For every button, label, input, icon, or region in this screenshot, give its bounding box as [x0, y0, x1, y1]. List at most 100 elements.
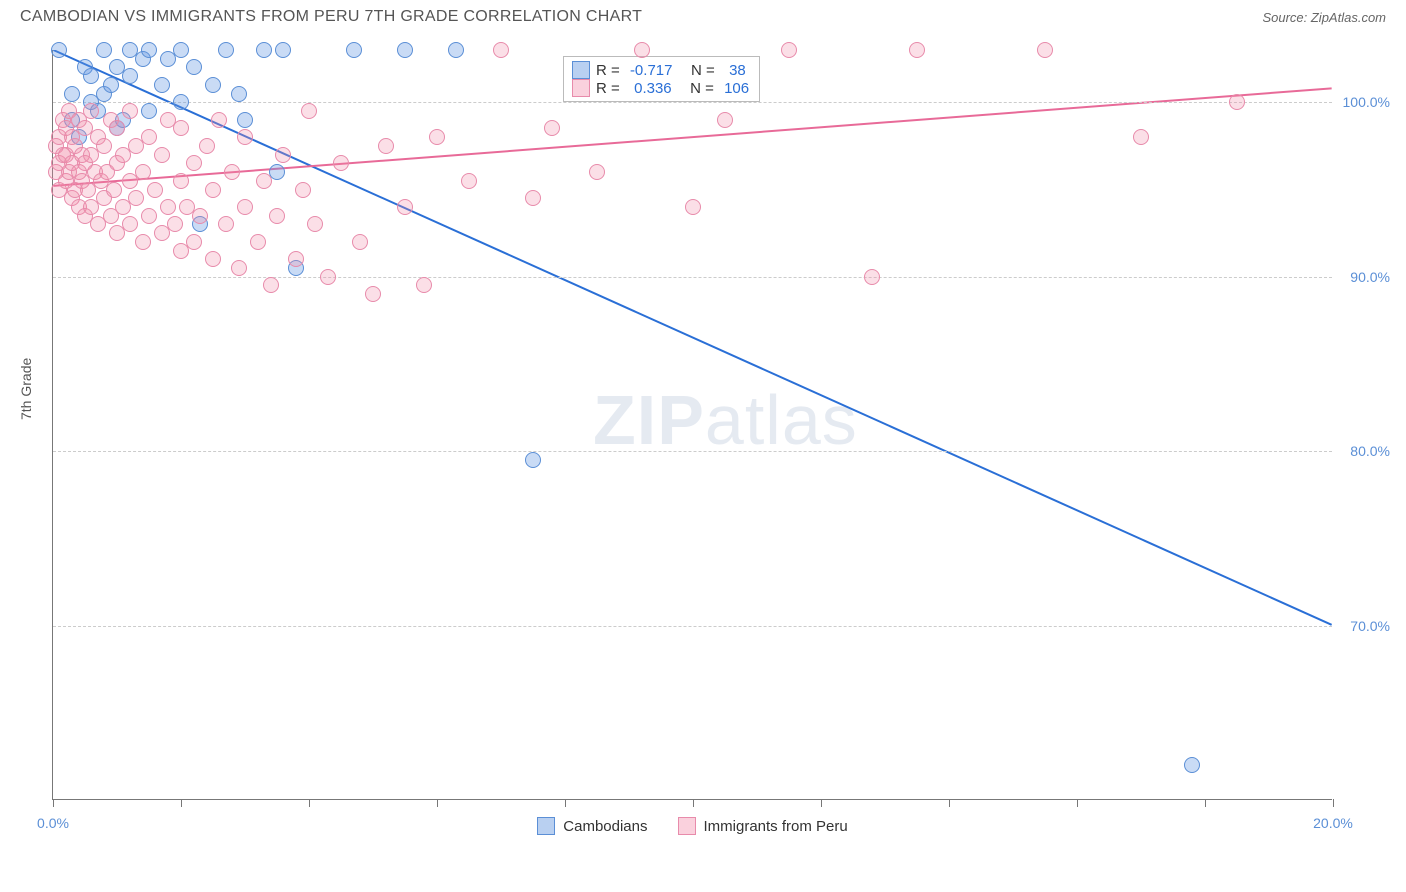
gridline [53, 451, 1332, 452]
r-value-pink: 0.336 [634, 80, 672, 97]
data-point [269, 208, 285, 224]
data-point [205, 182, 221, 198]
data-point [218, 42, 234, 58]
data-point [135, 164, 151, 180]
x-tick [565, 799, 566, 807]
data-point [1184, 757, 1200, 773]
x-tick [309, 799, 310, 807]
data-point [365, 286, 381, 302]
data-point [218, 216, 234, 232]
n-value-blue: 38 [729, 62, 746, 79]
x-tick-label: 0.0% [37, 815, 69, 831]
x-tick [437, 799, 438, 807]
data-point [544, 120, 560, 136]
data-point [173, 120, 189, 136]
r-value-blue: -0.717 [630, 62, 673, 79]
source-attribution: Source: ZipAtlas.com [1262, 10, 1386, 25]
data-point [1229, 94, 1245, 110]
data-point [147, 182, 163, 198]
data-point [295, 182, 311, 198]
data-point [1133, 129, 1149, 145]
data-point [173, 42, 189, 58]
data-point [275, 147, 291, 163]
data-point [122, 103, 138, 119]
data-point [160, 199, 176, 215]
data-point [199, 138, 215, 154]
data-point [173, 173, 189, 189]
data-point [103, 77, 119, 93]
data-point [397, 42, 413, 58]
y-tick-label: 80.0% [1350, 443, 1390, 459]
data-point [237, 112, 253, 128]
data-point [288, 251, 304, 267]
data-point [237, 199, 253, 215]
data-point [141, 208, 157, 224]
x-tick [949, 799, 950, 807]
data-point [205, 77, 221, 93]
x-tick [1077, 799, 1078, 807]
data-point [416, 277, 432, 293]
data-point [256, 173, 272, 189]
data-point [186, 155, 202, 171]
legend-item-cambodians: Cambodians [537, 817, 647, 835]
x-tick [181, 799, 182, 807]
y-tick-label: 100.0% [1343, 94, 1390, 110]
legend-row-cambodians: R = -0.717 N = 38 [572, 61, 749, 79]
y-tick-label: 90.0% [1350, 269, 1390, 285]
data-point [397, 199, 413, 215]
data-point [429, 129, 445, 145]
data-point [301, 103, 317, 119]
swatch-pink-icon [678, 817, 696, 835]
data-point [83, 103, 99, 119]
data-point [51, 42, 67, 58]
data-point [237, 129, 253, 145]
data-point [141, 129, 157, 145]
data-point [64, 86, 80, 102]
legend-label: Immigrants from Peru [704, 818, 848, 835]
data-point [141, 103, 157, 119]
gridline [53, 277, 1332, 278]
y-tick-label: 70.0% [1350, 618, 1390, 634]
scatter-chart: ZIPatlas R = -0.717 N = 38 R = 0.336 N =… [52, 50, 1332, 800]
data-point [122, 68, 138, 84]
data-point [154, 147, 170, 163]
data-point [525, 190, 541, 206]
data-point [448, 42, 464, 58]
legend-item-peru: Immigrants from Peru [678, 817, 848, 835]
data-point [83, 68, 99, 84]
swatch-blue [572, 61, 590, 79]
data-point [1037, 42, 1053, 58]
legend-row-peru: R = 0.336 N = 106 [572, 79, 749, 97]
data-point [173, 94, 189, 110]
swatch-pink [572, 79, 590, 97]
data-point [352, 234, 368, 250]
data-point [525, 452, 541, 468]
n-value-pink: 106 [724, 80, 749, 97]
legend-label: Cambodians [563, 818, 647, 835]
data-point [231, 86, 247, 102]
data-point [122, 216, 138, 232]
data-point [589, 164, 605, 180]
data-point [250, 234, 266, 250]
data-point [141, 42, 157, 58]
data-point [685, 199, 701, 215]
data-point [263, 277, 279, 293]
data-point [96, 42, 112, 58]
x-tick [821, 799, 822, 807]
data-point [135, 234, 151, 250]
data-point [781, 42, 797, 58]
data-point [320, 269, 336, 285]
data-point [192, 208, 208, 224]
data-point [634, 42, 650, 58]
data-point [224, 164, 240, 180]
gridline [53, 626, 1332, 627]
swatch-blue-icon [537, 817, 555, 835]
data-point [275, 42, 291, 58]
x-tick [1205, 799, 1206, 807]
bottom-legend: Cambodians Immigrants from Peru [53, 817, 1332, 835]
watermark: ZIPatlas [593, 380, 858, 460]
data-point [186, 59, 202, 75]
data-point [256, 42, 272, 58]
trend-lines [53, 50, 1332, 799]
data-point [378, 138, 394, 154]
